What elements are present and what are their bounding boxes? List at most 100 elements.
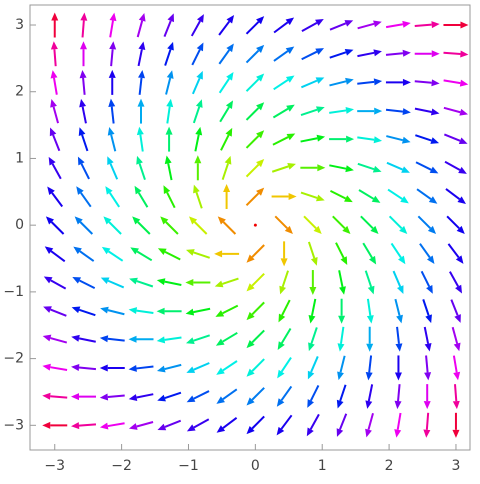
arrow-shaft bbox=[366, 298, 372, 316]
arrow-head bbox=[79, 69, 87, 79]
vector-arrow bbox=[415, 134, 440, 144]
vector-arrow bbox=[414, 50, 440, 58]
vector-arrow bbox=[78, 127, 89, 152]
arrow-shaft bbox=[358, 189, 375, 200]
arrow-shaft bbox=[193, 418, 210, 429]
arrow-head bbox=[342, 225, 351, 235]
vector-arrow bbox=[105, 186, 121, 208]
arrow-head bbox=[193, 184, 200, 194]
arrow-shaft bbox=[164, 363, 182, 371]
y-tick-label: 2 bbox=[15, 84, 24, 100]
vector-arrow bbox=[274, 215, 293, 235]
vector-arrow bbox=[218, 15, 235, 36]
vector-arrow bbox=[414, 107, 440, 116]
arrow-head bbox=[137, 98, 145, 107]
arrow-head bbox=[279, 285, 287, 295]
arrow-shaft bbox=[218, 78, 230, 94]
vector-arrow bbox=[99, 393, 125, 401]
arrow-head bbox=[225, 100, 234, 110]
vector-arrow bbox=[246, 387, 265, 406]
vector-arrow bbox=[414, 21, 440, 29]
vector-arrow bbox=[329, 106, 354, 114]
arrow-head bbox=[189, 216, 198, 225]
arrow-shaft bbox=[107, 250, 124, 262]
arrow-head bbox=[136, 126, 144, 136]
arrow-head bbox=[286, 104, 295, 112]
arrow-head bbox=[399, 225, 408, 235]
arrow-head bbox=[423, 429, 431, 438]
arrow-head bbox=[424, 372, 432, 381]
vector-arrow bbox=[192, 99, 203, 124]
vector-arrow bbox=[156, 307, 182, 315]
vector-arrow bbox=[194, 126, 203, 152]
arrow-head bbox=[216, 396, 225, 404]
arrow-head bbox=[44, 246, 54, 254]
arrow-head bbox=[138, 12, 146, 22]
vector-arrow bbox=[424, 355, 432, 381]
arrow-shaft bbox=[52, 106, 60, 124]
arrow-head bbox=[430, 108, 440, 116]
arrow-head bbox=[45, 216, 55, 225]
arrow-head bbox=[136, 155, 143, 165]
arrow-shaft bbox=[329, 189, 347, 200]
arrow-head bbox=[42, 392, 51, 400]
arrow-head bbox=[256, 73, 265, 82]
vector-arrow bbox=[417, 215, 437, 235]
arrow-head bbox=[128, 423, 138, 430]
arrow-shaft bbox=[339, 355, 346, 373]
arrow-head bbox=[452, 400, 460, 410]
arrow-shaft bbox=[385, 108, 404, 113]
vector-arrow bbox=[216, 388, 238, 404]
x-tick-label: 2 bbox=[385, 458, 394, 474]
vector-arrow bbox=[308, 298, 317, 324]
vector-arrow bbox=[245, 130, 265, 149]
arrow-head bbox=[428, 196, 438, 204]
arrow-head bbox=[156, 336, 166, 344]
vector-arrow bbox=[386, 135, 411, 144]
vector-arrow bbox=[272, 133, 296, 146]
arrow-head bbox=[99, 422, 109, 430]
arrow-shaft bbox=[107, 394, 125, 399]
vector-arrow bbox=[79, 98, 87, 124]
arrow-shaft bbox=[190, 20, 201, 37]
vector-arrow bbox=[337, 355, 346, 381]
vector-arrow bbox=[219, 100, 234, 123]
vector-arrow bbox=[332, 215, 351, 235]
vector-arrow bbox=[71, 422, 97, 430]
arrow-head bbox=[426, 285, 433, 294]
vector-arrow bbox=[42, 392, 68, 400]
arrow-head bbox=[453, 371, 461, 381]
vector-arrow bbox=[419, 243, 435, 265]
arrow-head bbox=[397, 285, 404, 295]
vector-arrow bbox=[109, 41, 117, 67]
arrow-shaft bbox=[110, 134, 117, 152]
arrow-shaft bbox=[273, 50, 289, 62]
vector-arrow bbox=[309, 270, 317, 296]
arrow-shaft bbox=[332, 215, 346, 230]
vector-arrow bbox=[394, 384, 402, 410]
arrow-head bbox=[366, 343, 374, 352]
vector-arrow bbox=[422, 299, 432, 324]
arrow-head bbox=[226, 43, 234, 53]
arrow-head bbox=[285, 75, 295, 83]
arrow-head bbox=[425, 314, 432, 324]
arrow-shaft bbox=[78, 308, 96, 317]
arrow-shaft bbox=[310, 327, 318, 344]
vector-arrow bbox=[308, 327, 318, 352]
arrow-head bbox=[71, 334, 80, 342]
arrow-head bbox=[454, 314, 461, 323]
arrow-shaft bbox=[222, 277, 239, 285]
arrow-head bbox=[79, 98, 87, 108]
arrow-shaft bbox=[445, 188, 461, 200]
vector-arrow bbox=[303, 215, 322, 235]
vector-arrow bbox=[215, 304, 239, 317]
arrow-shaft bbox=[194, 134, 200, 152]
vector-arrow bbox=[360, 215, 379, 235]
arrow-shaft bbox=[301, 21, 318, 32]
arrow-head bbox=[157, 248, 167, 255]
vector-arrow bbox=[337, 326, 345, 352]
arrow-head bbox=[365, 428, 372, 438]
arrow-head bbox=[336, 428, 344, 437]
vector-arrow bbox=[271, 192, 297, 200]
arrow-shaft bbox=[251, 329, 265, 344]
